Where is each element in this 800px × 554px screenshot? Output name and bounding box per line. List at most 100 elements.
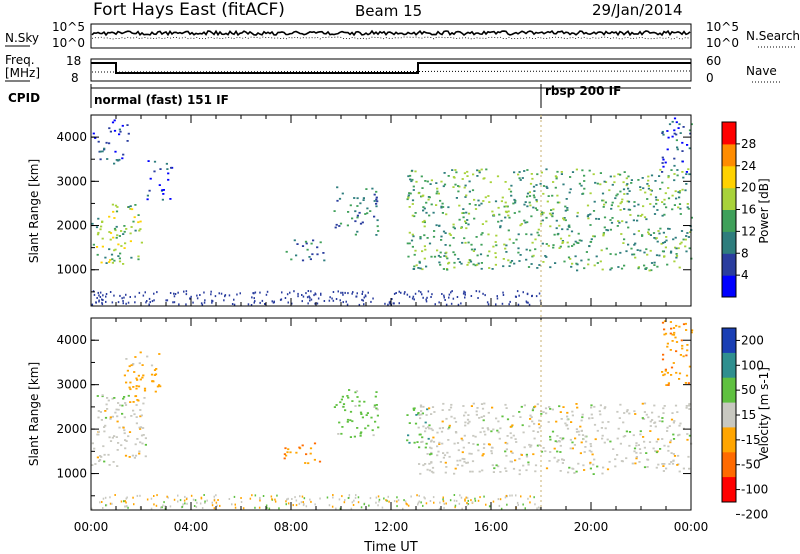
data-cell: [686, 232, 689, 234]
data-cell: [460, 262, 463, 265]
data-cell: [676, 411, 679, 413]
data-cell: [667, 176, 670, 179]
data-cell: [675, 256, 678, 259]
data-cell: [356, 214, 359, 217]
data-cell: [528, 195, 532, 197]
data-cell: [472, 250, 475, 252]
data-cell: [424, 248, 427, 251]
ground-scatter-cell: [156, 494, 158, 497]
data-cell: [664, 192, 667, 195]
data-cell: [455, 431, 458, 434]
data-cell: [667, 136, 670, 139]
data-cell: [126, 369, 129, 372]
data-cell: [536, 403, 539, 406]
ground-scatter-cell: [138, 291, 141, 294]
data-cell: [574, 437, 577, 440]
ground-scatter-cell: [451, 290, 453, 293]
ground-scatter-cell: [259, 497, 261, 500]
data-cell: [601, 192, 605, 195]
data-cell: [460, 227, 463, 229]
colorbar-segment: [722, 427, 736, 453]
data-cell: [170, 166, 173, 169]
data-cell: [457, 449, 460, 452]
ground-scatter-cell: [192, 301, 194, 304]
data-cell: [359, 434, 362, 437]
data-cell: [454, 183, 457, 186]
data-cell: [661, 358, 665, 361]
data-cell: [416, 441, 419, 443]
data-cell: [557, 459, 560, 461]
noise-right-tick-bottom: 10^0: [706, 36, 739, 50]
data-cell: [576, 269, 579, 272]
data-cell: [463, 458, 466, 460]
data-cell: [141, 442, 144, 445]
data-cell: [414, 422, 418, 425]
ground-scatter-cell: [214, 295, 217, 298]
data-cell: [481, 454, 484, 457]
ground-scatter-cell: [404, 500, 407, 503]
data-cell: [623, 412, 626, 414]
data-cell: [295, 254, 298, 257]
data-cell: [647, 233, 651, 235]
data-cell: [124, 402, 127, 404]
data-cell: [574, 240, 577, 243]
ground-scatter-cell: [199, 294, 201, 296]
data-cell: [376, 414, 379, 417]
ground-scatter-cell: [284, 297, 287, 299]
ground-scatter-cell: [242, 507, 245, 510]
data-cell: [544, 407, 548, 410]
data-cell: [462, 216, 465, 219]
data-cell: [664, 368, 667, 371]
data-cell: [509, 426, 512, 428]
data-cell: [138, 229, 141, 232]
ground-scatter-cell: [375, 496, 378, 499]
data-cell: [675, 324, 678, 327]
ground-scatter-cell: [195, 505, 198, 508]
data-cell: [655, 198, 658, 201]
data-cell: [523, 404, 526, 407]
data-cell: [553, 456, 556, 459]
data-cell: [673, 132, 676, 135]
data-cell: [111, 436, 114, 439]
ground-scatter-cell: [167, 496, 169, 499]
data-cell: [661, 371, 664, 373]
data-cell: [440, 239, 443, 241]
x-axis-title: Time UT: [363, 540, 417, 554]
ground-scatter-cell: [347, 292, 349, 295]
data-cell: [123, 396, 126, 398]
data-cell: [520, 223, 523, 225]
ground-scatter-cell: [203, 291, 205, 294]
date-title: 29/Jan/2014: [592, 1, 683, 19]
data-cell: [646, 253, 649, 256]
data-cell: [119, 404, 122, 407]
data-cell: [91, 442, 94, 445]
data-cell: [447, 439, 450, 441]
data-cell: [529, 249, 532, 252]
data-cell: [475, 410, 478, 413]
data-cell: [626, 192, 629, 195]
data-cell: [610, 207, 613, 210]
data-cell: [438, 441, 441, 444]
ground-scatter-cell: [378, 498, 381, 501]
ground-scatter-cell: [383, 497, 385, 500]
data-cell: [373, 404, 376, 407]
ground-scatter-cell: [332, 299, 335, 302]
data-cell: [480, 168, 483, 171]
data-cell: [474, 204, 477, 206]
data-cell: [137, 255, 140, 258]
data-cell: [678, 266, 681, 269]
colorbar-tick-label: 16: [741, 203, 756, 217]
data-cell: [685, 171, 688, 173]
data-cell: [575, 168, 578, 171]
data-cell: [571, 245, 574, 247]
data-cell: [647, 187, 650, 190]
data-cell: [114, 229, 117, 232]
data-cell: [505, 470, 508, 472]
ground-scatter-cell: [183, 290, 185, 293]
data-cell: [661, 130, 664, 133]
data-cell: [685, 183, 688, 185]
ground-scatter-cell: [101, 303, 104, 306]
data-cell: [161, 198, 164, 201]
data-cell: [678, 191, 681, 194]
ground-scatter-cell: [309, 296, 311, 299]
